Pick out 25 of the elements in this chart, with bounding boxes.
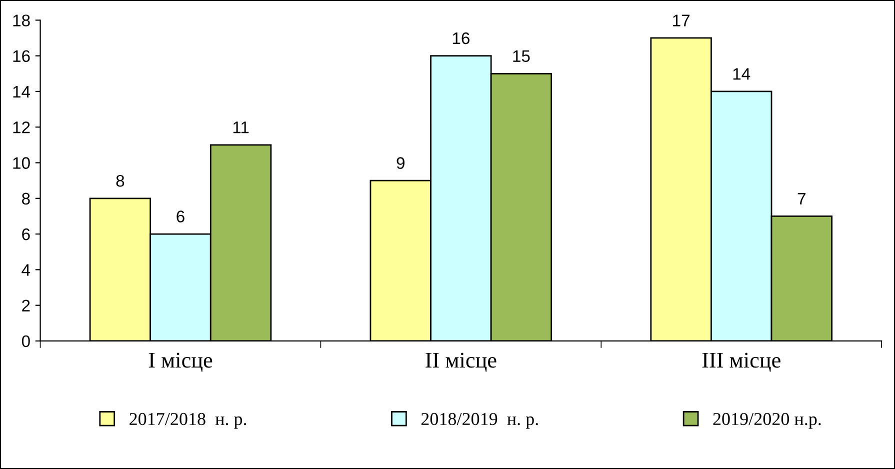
y-tick-label: 14 (13, 86, 30, 98)
data-label: 11 (233, 122, 249, 134)
data-label: 7 (798, 192, 806, 204)
x-tick-label: I місце (148, 352, 212, 372)
y-tick-label: 16 (13, 50, 30, 62)
y-tick-label: 6 (22, 228, 30, 240)
x-tick-label: III місце (702, 352, 780, 372)
y-tick-label: 8 (22, 192, 30, 205)
data-label: 15 (513, 50, 530, 62)
data-label: 6 (176, 210, 184, 222)
data-label: 9 (396, 157, 404, 169)
data-label: 17 (673, 14, 690, 26)
y-tick-label: 0 (22, 335, 30, 348)
y-tick-label: 2 (22, 300, 30, 312)
y-tick-label: 10 (13, 157, 30, 169)
y-tick-label: 12 (13, 122, 30, 134)
x-tick-label: II місце (426, 352, 496, 372)
legend-label: 2019/2020 н.р. (713, 412, 821, 429)
data-label: 8 (116, 174, 124, 187)
legend-label: 2017/2018 н. р. (130, 412, 246, 429)
legend-label: 2018/2019 н. р. (421, 412, 538, 429)
data-label: 14 (733, 68, 750, 80)
y-tick-label: 18 (13, 14, 30, 26)
y-tick-label: 4 (22, 264, 30, 276)
data-label: 16 (452, 32, 470, 44)
